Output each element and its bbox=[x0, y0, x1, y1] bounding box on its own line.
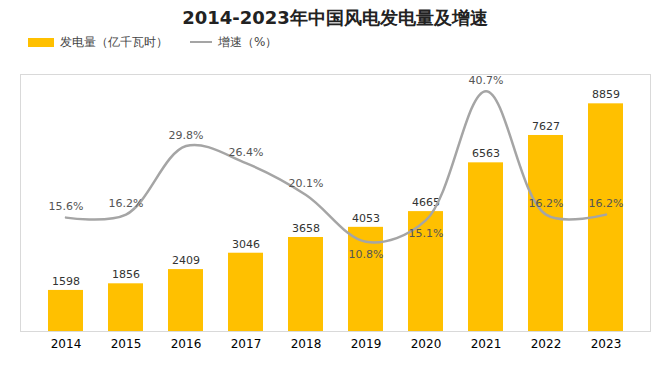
svg-text:15.1%: 15.1% bbox=[409, 227, 444, 240]
svg-text:4665: 4665 bbox=[412, 196, 440, 210]
svg-text:20.1%: 20.1% bbox=[289, 177, 324, 190]
svg-text:29.8%: 29.8% bbox=[169, 129, 204, 142]
svg-text:7627: 7627 bbox=[532, 120, 560, 133]
svg-text:2019: 2019 bbox=[351, 337, 382, 351]
svg-text:2014: 2014 bbox=[51, 337, 82, 351]
svg-text:2015: 2015 bbox=[111, 337, 142, 351]
svg-text:16.2%: 16.2% bbox=[529, 197, 564, 210]
svg-text:2023: 2023 bbox=[591, 337, 622, 351]
svg-text:3046: 3046 bbox=[232, 238, 260, 251]
svg-text:6563: 6563 bbox=[472, 147, 500, 160]
svg-text:8859: 8859 bbox=[592, 88, 620, 101]
html-text:发电量（亿千瓦时）: 发电量（亿千瓦时） bbox=[60, 34, 168, 49]
svg-text:2017: 2017 bbox=[231, 337, 262, 351]
svg-text:10.8%: 10.8% bbox=[349, 248, 384, 261]
svg-text:2018: 2018 bbox=[291, 337, 322, 351]
svg-text:3658: 3658 bbox=[292, 222, 320, 235]
svg-text:26.4%: 26.4% bbox=[229, 146, 264, 159]
svg-text:2409: 2409 bbox=[172, 254, 200, 267]
svg-text:2022: 2022 bbox=[531, 337, 562, 351]
svg-text:15.6%: 15.6% bbox=[49, 200, 84, 213]
html-text:2014-2023年中国风电发电量及增速: 2014-2023年中国风电发电量及增速 bbox=[182, 7, 488, 28]
svg-text:2016: 2016 bbox=[171, 337, 202, 351]
svg-text:16.2%: 16.2% bbox=[109, 197, 144, 210]
svg-text:2021: 2021 bbox=[471, 337, 502, 351]
svg-text:2020: 2020 bbox=[411, 337, 442, 351]
svg-text:4053: 4053 bbox=[352, 212, 380, 225]
svg-text:1598: 1598 bbox=[52, 275, 80, 288]
svg-text:1856: 1856 bbox=[112, 268, 140, 281]
svg-text:40.7%: 40.7% bbox=[469, 74, 504, 87]
svg-text:16.2%: 16.2% bbox=[589, 197, 624, 210]
html-text:增速（%）: 增速（%） bbox=[218, 34, 278, 49]
